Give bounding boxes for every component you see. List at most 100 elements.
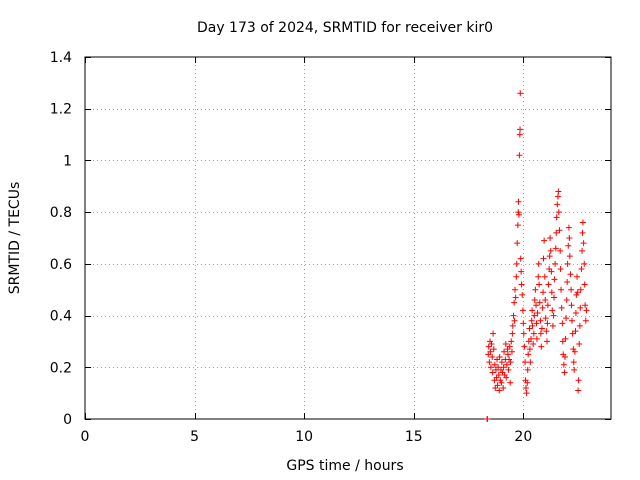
data-point (551, 276, 558, 283)
data-point (533, 302, 540, 309)
data-point (509, 322, 516, 329)
data-point (576, 341, 583, 348)
data-point (544, 302, 551, 309)
data-point (557, 247, 564, 254)
data-point (572, 328, 579, 335)
axis-ticks: 0 5 10 15 20 0 0.2 0.4 0.6 0.8 1 1.2 1.4 (50, 50, 611, 445)
data-point (488, 341, 495, 348)
data-point (557, 266, 564, 273)
data-point (510, 312, 517, 319)
data-point (534, 309, 541, 316)
data-point (486, 359, 493, 366)
data-point (535, 273, 542, 280)
data-point (541, 237, 548, 244)
data-point (529, 322, 536, 329)
data-point (579, 229, 586, 236)
data-point (528, 335, 535, 342)
y-tick-label: 1 (63, 153, 72, 169)
data-point (526, 325, 533, 332)
data-point (572, 309, 579, 316)
y-axis-label: SRMTID / TECUs (7, 182, 23, 295)
data-point (487, 348, 494, 355)
data-point (511, 299, 518, 306)
data-point (565, 242, 572, 249)
data-point (529, 307, 536, 314)
data-point (540, 289, 547, 296)
data-point (544, 320, 551, 327)
data-point (552, 260, 559, 267)
data-point (544, 338, 551, 345)
data-point (558, 304, 565, 311)
y-tick-label: 1.4 (50, 50, 72, 66)
chart-title: Day 173 of 2024, SRMTID for receiver kir… (197, 20, 493, 36)
data-point (526, 346, 533, 353)
data-point (548, 268, 555, 275)
data-point (514, 222, 521, 229)
data-point (542, 315, 549, 322)
data-point (498, 359, 505, 366)
data-point (536, 281, 543, 288)
data-point (570, 359, 577, 366)
data-point (581, 260, 588, 267)
data-point (500, 384, 507, 391)
data-point (507, 379, 514, 386)
x-tick-label: 20 (514, 429, 532, 445)
data-point (566, 253, 573, 260)
data-point (547, 235, 554, 241)
data-point (569, 330, 576, 337)
data-point (568, 286, 575, 293)
data-point (517, 126, 524, 133)
data-point (514, 240, 521, 247)
data-point (563, 297, 570, 304)
data-point (501, 348, 508, 355)
data-point (485, 343, 492, 350)
data-point (553, 214, 560, 221)
data-point (549, 322, 556, 329)
data-point (577, 286, 584, 293)
data-point (494, 382, 501, 389)
data-point (519, 307, 526, 314)
data-point (517, 255, 524, 262)
data-point (513, 273, 520, 280)
data-point (576, 322, 583, 329)
data-point (490, 346, 497, 353)
data-point (558, 286, 565, 293)
data-point (531, 297, 538, 304)
data-point (509, 330, 516, 337)
data-point (579, 219, 586, 226)
data-point (571, 366, 578, 373)
data-point (581, 281, 588, 288)
y-tick-label: 0.6 (50, 257, 72, 273)
data-point (498, 379, 505, 386)
data-point (519, 291, 526, 298)
data-point (539, 304, 546, 311)
y-tick-label: 1.2 (50, 102, 72, 118)
data-point (575, 377, 582, 384)
data-point (535, 260, 542, 267)
data-point (549, 307, 556, 314)
data-point (536, 299, 543, 306)
y-tick-label: 0.4 (50, 309, 72, 325)
data-point (512, 294, 519, 301)
data-point (545, 281, 552, 288)
data-point (506, 343, 513, 350)
data-point (559, 338, 566, 345)
data-point (547, 247, 554, 254)
data-point (512, 286, 519, 293)
data-point (524, 366, 531, 373)
data-point (515, 211, 522, 218)
data-point (503, 361, 510, 368)
y-tick-label: 0 (63, 412, 72, 428)
data-point (522, 384, 529, 391)
data-point (564, 260, 571, 267)
data-point (516, 152, 523, 159)
data-point (567, 271, 574, 278)
y-tick-label: 0.8 (50, 205, 72, 221)
data-point (511, 317, 518, 324)
data-point (559, 320, 566, 327)
data-point (538, 343, 545, 350)
data-point (566, 235, 573, 241)
plot-frame (84, 56, 612, 420)
data-point (518, 268, 525, 275)
